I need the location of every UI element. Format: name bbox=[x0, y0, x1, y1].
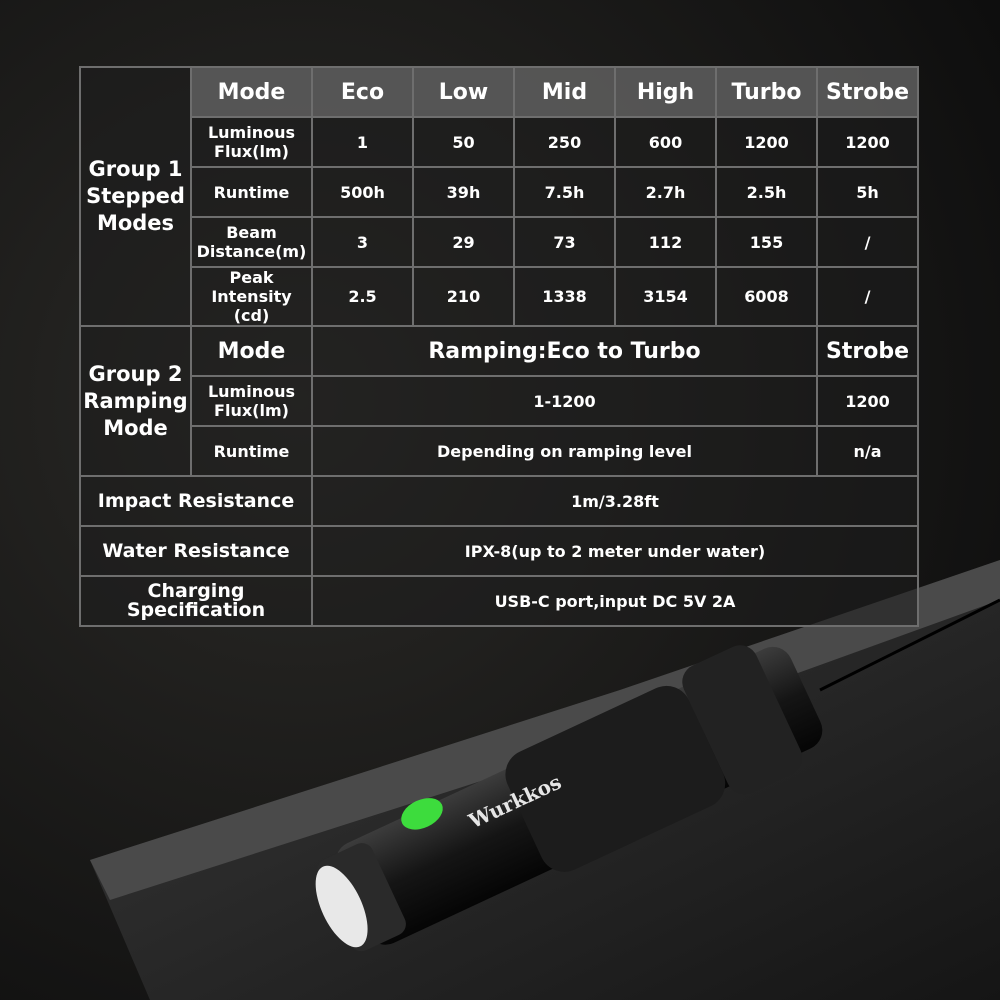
cell: 50 bbox=[412, 116, 515, 168]
feature-value: IPX-8(up to 2 meter under water) bbox=[311, 525, 919, 577]
group1-title: Group 1 Stepped Modes bbox=[79, 66, 192, 327]
header-cell: Strobe bbox=[816, 66, 919, 118]
header-cell: Eco bbox=[311, 66, 414, 118]
cell: 250 bbox=[513, 116, 616, 168]
spec-table: Group 1 Stepped Modes Mode Eco Low Mid H… bbox=[79, 66, 919, 627]
table-row: Runtime Depending on ramping level n/a bbox=[80, 425, 919, 477]
cell: 29 bbox=[412, 216, 515, 268]
cell: 1338 bbox=[513, 266, 616, 327]
feature-row: Water Resistance IPX-8(up to 2 meter und… bbox=[79, 525, 919, 577]
cell: 1200 bbox=[816, 375, 919, 427]
table-row: Luminous Flux(lm) 1 50 250 600 1200 1200 bbox=[80, 116, 919, 168]
row-label: Luminous Flux(lm) bbox=[190, 116, 313, 168]
header-cell: Mode bbox=[190, 66, 313, 118]
cell: 2.5h bbox=[715, 166, 818, 218]
header-cell: Mode bbox=[190, 325, 313, 377]
header-cell: Mid bbox=[513, 66, 616, 118]
row-label: Peak Intensity (cd) bbox=[190, 266, 313, 327]
feature-label: Impact Resistance bbox=[79, 475, 313, 527]
feature-row: Charging Specification USB-C port,input … bbox=[79, 575, 919, 627]
flashlight-icon: Wurkkos bbox=[315, 645, 823, 952]
feature-value: USB-C port,input DC 5V 2A bbox=[311, 575, 919, 627]
cell: 3154 bbox=[614, 266, 717, 327]
cell: / bbox=[816, 216, 919, 268]
header-cell: Turbo bbox=[715, 66, 818, 118]
cell: 155 bbox=[715, 216, 818, 268]
row-label: Runtime bbox=[190, 425, 313, 477]
cell: 210 bbox=[412, 266, 515, 327]
cell: 73 bbox=[513, 216, 616, 268]
group1-header-row: Group 1 Stepped Modes Mode Eco Low Mid H… bbox=[79, 66, 919, 327]
table-row: Runtime 500h 39h 7.5h 2.7h 2.5h 5h bbox=[80, 166, 919, 218]
cell: n/a bbox=[816, 425, 919, 477]
feature-label: Water Resistance bbox=[79, 525, 313, 577]
cell: 1200 bbox=[816, 116, 919, 168]
cell: 112 bbox=[614, 216, 717, 268]
group2-title: Group 2 Ramping Mode bbox=[79, 325, 192, 477]
header-cell: Ramping:Eco to Turbo bbox=[311, 325, 818, 377]
table-row: Peak Intensity (cd) 2.5 210 1338 3154 60… bbox=[80, 266, 919, 327]
cell: 600 bbox=[614, 116, 717, 168]
row-label: Luminous Flux(lm) bbox=[190, 375, 313, 427]
feature-value: 1m/3.28ft bbox=[311, 475, 919, 527]
cell: 7.5h bbox=[513, 166, 616, 218]
row-label: Beam Distance(m) bbox=[190, 216, 313, 268]
group2-header-row: Group 2 Ramping Mode Mode Ramping:Eco to… bbox=[79, 325, 919, 477]
cell: 3 bbox=[311, 216, 414, 268]
cell: 5h bbox=[816, 166, 919, 218]
cell: 500h bbox=[311, 166, 414, 218]
cell: 1-1200 bbox=[311, 375, 818, 427]
cell: 39h bbox=[412, 166, 515, 218]
feature-label: Charging Specification bbox=[79, 575, 313, 627]
cell: Depending on ramping level bbox=[311, 425, 818, 477]
cell: / bbox=[816, 266, 919, 327]
feature-row: Impact Resistance 1m/3.28ft bbox=[79, 475, 919, 527]
header-cell: Low bbox=[412, 66, 515, 118]
header-cell: High bbox=[614, 66, 717, 118]
cell: 2.7h bbox=[614, 166, 717, 218]
cell: 1 bbox=[311, 116, 414, 168]
header-cell: Strobe bbox=[816, 325, 919, 377]
cell: 6008 bbox=[715, 266, 818, 327]
table-row: Luminous Flux(lm) 1-1200 1200 bbox=[80, 375, 919, 427]
row-label: Runtime bbox=[190, 166, 313, 218]
table-row: Beam Distance(m) 3 29 73 112 155 / bbox=[80, 216, 919, 268]
cell: 2.5 bbox=[311, 266, 414, 327]
cell: 1200 bbox=[715, 116, 818, 168]
